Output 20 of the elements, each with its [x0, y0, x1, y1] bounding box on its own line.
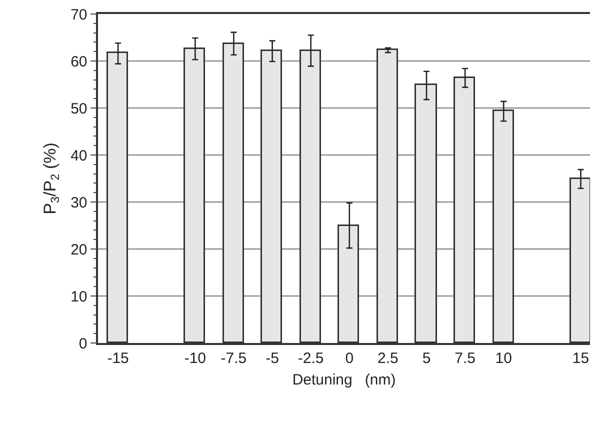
y-tick-label: 40 [70, 147, 88, 164]
x-tick-label: -5 [266, 350, 279, 367]
x-tick-label: -10 [184, 350, 206, 367]
x-tick-label: 5 [422, 350, 431, 367]
y-tick-label: 60 [70, 53, 88, 70]
x-tick-label: -7.5 [220, 350, 247, 367]
x-axis-title: Detuning (nm) [292, 371, 396, 388]
y-tick-label: 0 [78, 335, 88, 352]
x-tick-label: 7.5 [454, 350, 476, 367]
x-tick-label: -15 [107, 350, 129, 367]
y-tick-label: 10 [70, 288, 88, 306]
x-tick-label: 0 [345, 350, 354, 367]
x-tick-label: 15 [572, 350, 590, 367]
y-tick-label: 70 [70, 6, 88, 24]
y-tick-label: 50 [70, 100, 88, 118]
x-tick-label: 2.5 [378, 350, 398, 367]
y-tick-label: 30 [70, 194, 88, 212]
x-tick-label: -2.5 [298, 350, 324, 367]
x-tick-label: 10 [495, 350, 512, 367]
y-tick-label: 20 [70, 241, 88, 258]
